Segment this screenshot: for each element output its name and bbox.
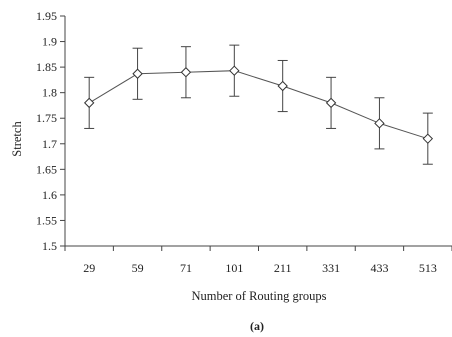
axes — [64, 16, 452, 247]
y-tick-label: 1.7 — [42, 137, 57, 151]
x-tick-label: 101 — [225, 261, 243, 275]
figure-caption: (a) — [250, 319, 264, 333]
y-tick-label: 1.65 — [36, 162, 57, 176]
x-ticks: 29 59 71 101 211 331 433 513 — [64, 246, 452, 275]
y-tick-label: 1.5 — [42, 239, 57, 253]
x-tick-label: 331 — [322, 261, 340, 275]
data-point-marker — [229, 65, 240, 76]
y-ticks: 1.5 1.55 1.6 1.65 1.7 1.75 1.8 1.85 1.9 1.95 — [36, 9, 65, 253]
x-tick-label: 211 — [274, 261, 292, 275]
x-tick-label: 59 — [132, 261, 144, 275]
x-tick-label: 513 — [419, 261, 437, 275]
data-point-marker — [422, 133, 434, 144]
x-tick-label: 29 — [83, 261, 95, 275]
y-tick-label: 1.6 — [42, 188, 57, 202]
x-tick-label: 433 — [370, 261, 388, 275]
series — [83, 44, 434, 165]
y-tick-label: 1.95 — [36, 9, 57, 23]
y-axis-title: Stretch — [10, 121, 24, 157]
data-point-marker — [180, 67, 192, 78]
data-point-marker — [325, 97, 337, 109]
x-tick-label: 71 — [180, 261, 192, 275]
data-point-marker — [83, 97, 95, 109]
data-point-marker — [132, 68, 143, 79]
y-tick-label: 1.55 — [36, 213, 57, 227]
y-tick-label: 1.75 — [36, 111, 57, 125]
series-line — [88, 70, 428, 140]
x-axis-title: Number of Routing groups — [191, 289, 326, 303]
data-point-marker — [277, 80, 288, 92]
y-tick-label: 1.8 — [42, 86, 57, 100]
y-tick-label: 1.9 — [42, 35, 57, 49]
data-point-marker — [374, 118, 385, 129]
y-tick-label: 1.85 — [36, 60, 57, 74]
